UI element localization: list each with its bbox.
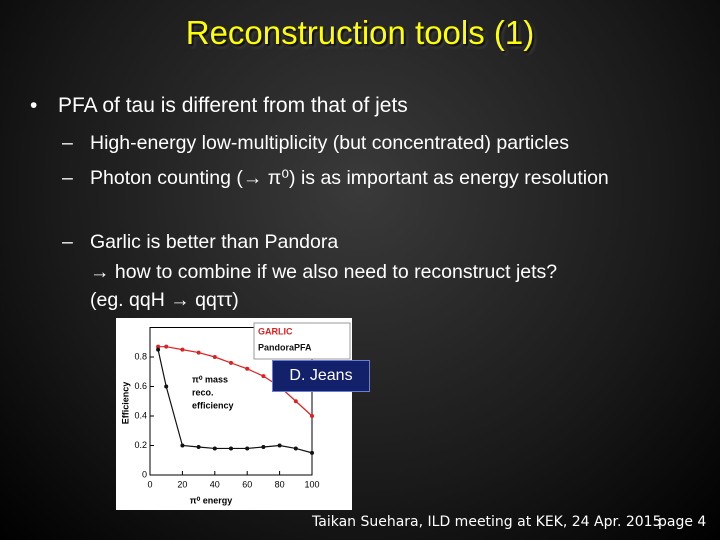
legend-label: GARLIC	[258, 326, 293, 336]
x-axis-label: π⁰ energy	[190, 495, 233, 505]
dash: –	[62, 132, 73, 154]
annotation: efficiency	[192, 400, 234, 410]
point	[310, 414, 314, 418]
sub-bullet: High-energy low-multiplicity (but concen…	[90, 132, 570, 154]
plot-frame	[149, 327, 313, 476]
footer: Taikan Suehara, ILD meeting at KEK, 24 A…	[312, 514, 662, 530]
x-tick-label: 100	[304, 479, 319, 489]
x-tick-label: 40	[210, 479, 220, 489]
page-number: page 4	[658, 514, 707, 530]
sub-bullet: Photon counting (→ π⁰) is as important a…	[90, 167, 609, 189]
point	[180, 443, 185, 448]
point	[156, 344, 161, 349]
y-axis-label: Efficiency	[120, 382, 130, 425]
point	[212, 446, 217, 451]
x-tick-label: 60	[242, 479, 252, 489]
y-tick-label: 0	[142, 469, 147, 479]
slide-title: Reconstruction tools (1)	[185, 14, 535, 51]
x-tick-label: 20	[177, 479, 187, 489]
legend-box	[253, 322, 351, 360]
point	[310, 450, 314, 455]
annotation: reco.	[192, 387, 214, 397]
point	[261, 374, 266, 379]
annotation: π⁰ mass	[192, 374, 228, 384]
credit-label: D. Jeans	[272, 360, 370, 392]
point	[293, 446, 298, 451]
point	[293, 399, 298, 404]
point	[277, 443, 282, 448]
sub-bullet-line: → how to combine if we also need to reco…	[90, 261, 558, 283]
y-tick-label: 0.8	[134, 351, 147, 361]
point	[196, 444, 201, 449]
dash: –	[62, 167, 73, 189]
legend-label: PandoraPFA	[258, 342, 312, 352]
x-tick-label: 0	[147, 479, 152, 489]
y-tick-label: 0.6	[134, 381, 147, 391]
x-tick-label: 80	[275, 479, 285, 489]
point	[245, 446, 250, 451]
point	[229, 446, 233, 451]
point	[245, 366, 250, 371]
point	[229, 360, 233, 365]
dash: –	[62, 231, 73, 253]
point	[196, 350, 201, 355]
point	[164, 384, 169, 389]
y-tick-label: 0.2	[134, 440, 147, 450]
point	[212, 355, 217, 359]
sub-bullet-line: (eg. qqH → qqττ)	[90, 289, 239, 311]
y-tick-label: 0.4	[134, 410, 147, 420]
bullet: PFA of tau is different from that of jet…	[58, 94, 408, 117]
bullet-marker: •	[30, 94, 38, 117]
point	[180, 347, 185, 352]
sub-bullet: Garlic is better than Pandora	[90, 231, 339, 253]
chart: 0 0.2 0.4 0.6 0.8 0 20 40 60 80 100 Efficiency π⁰ en…	[116, 318, 352, 510]
point	[261, 444, 266, 449]
point	[156, 347, 161, 352]
point	[164, 344, 169, 349]
